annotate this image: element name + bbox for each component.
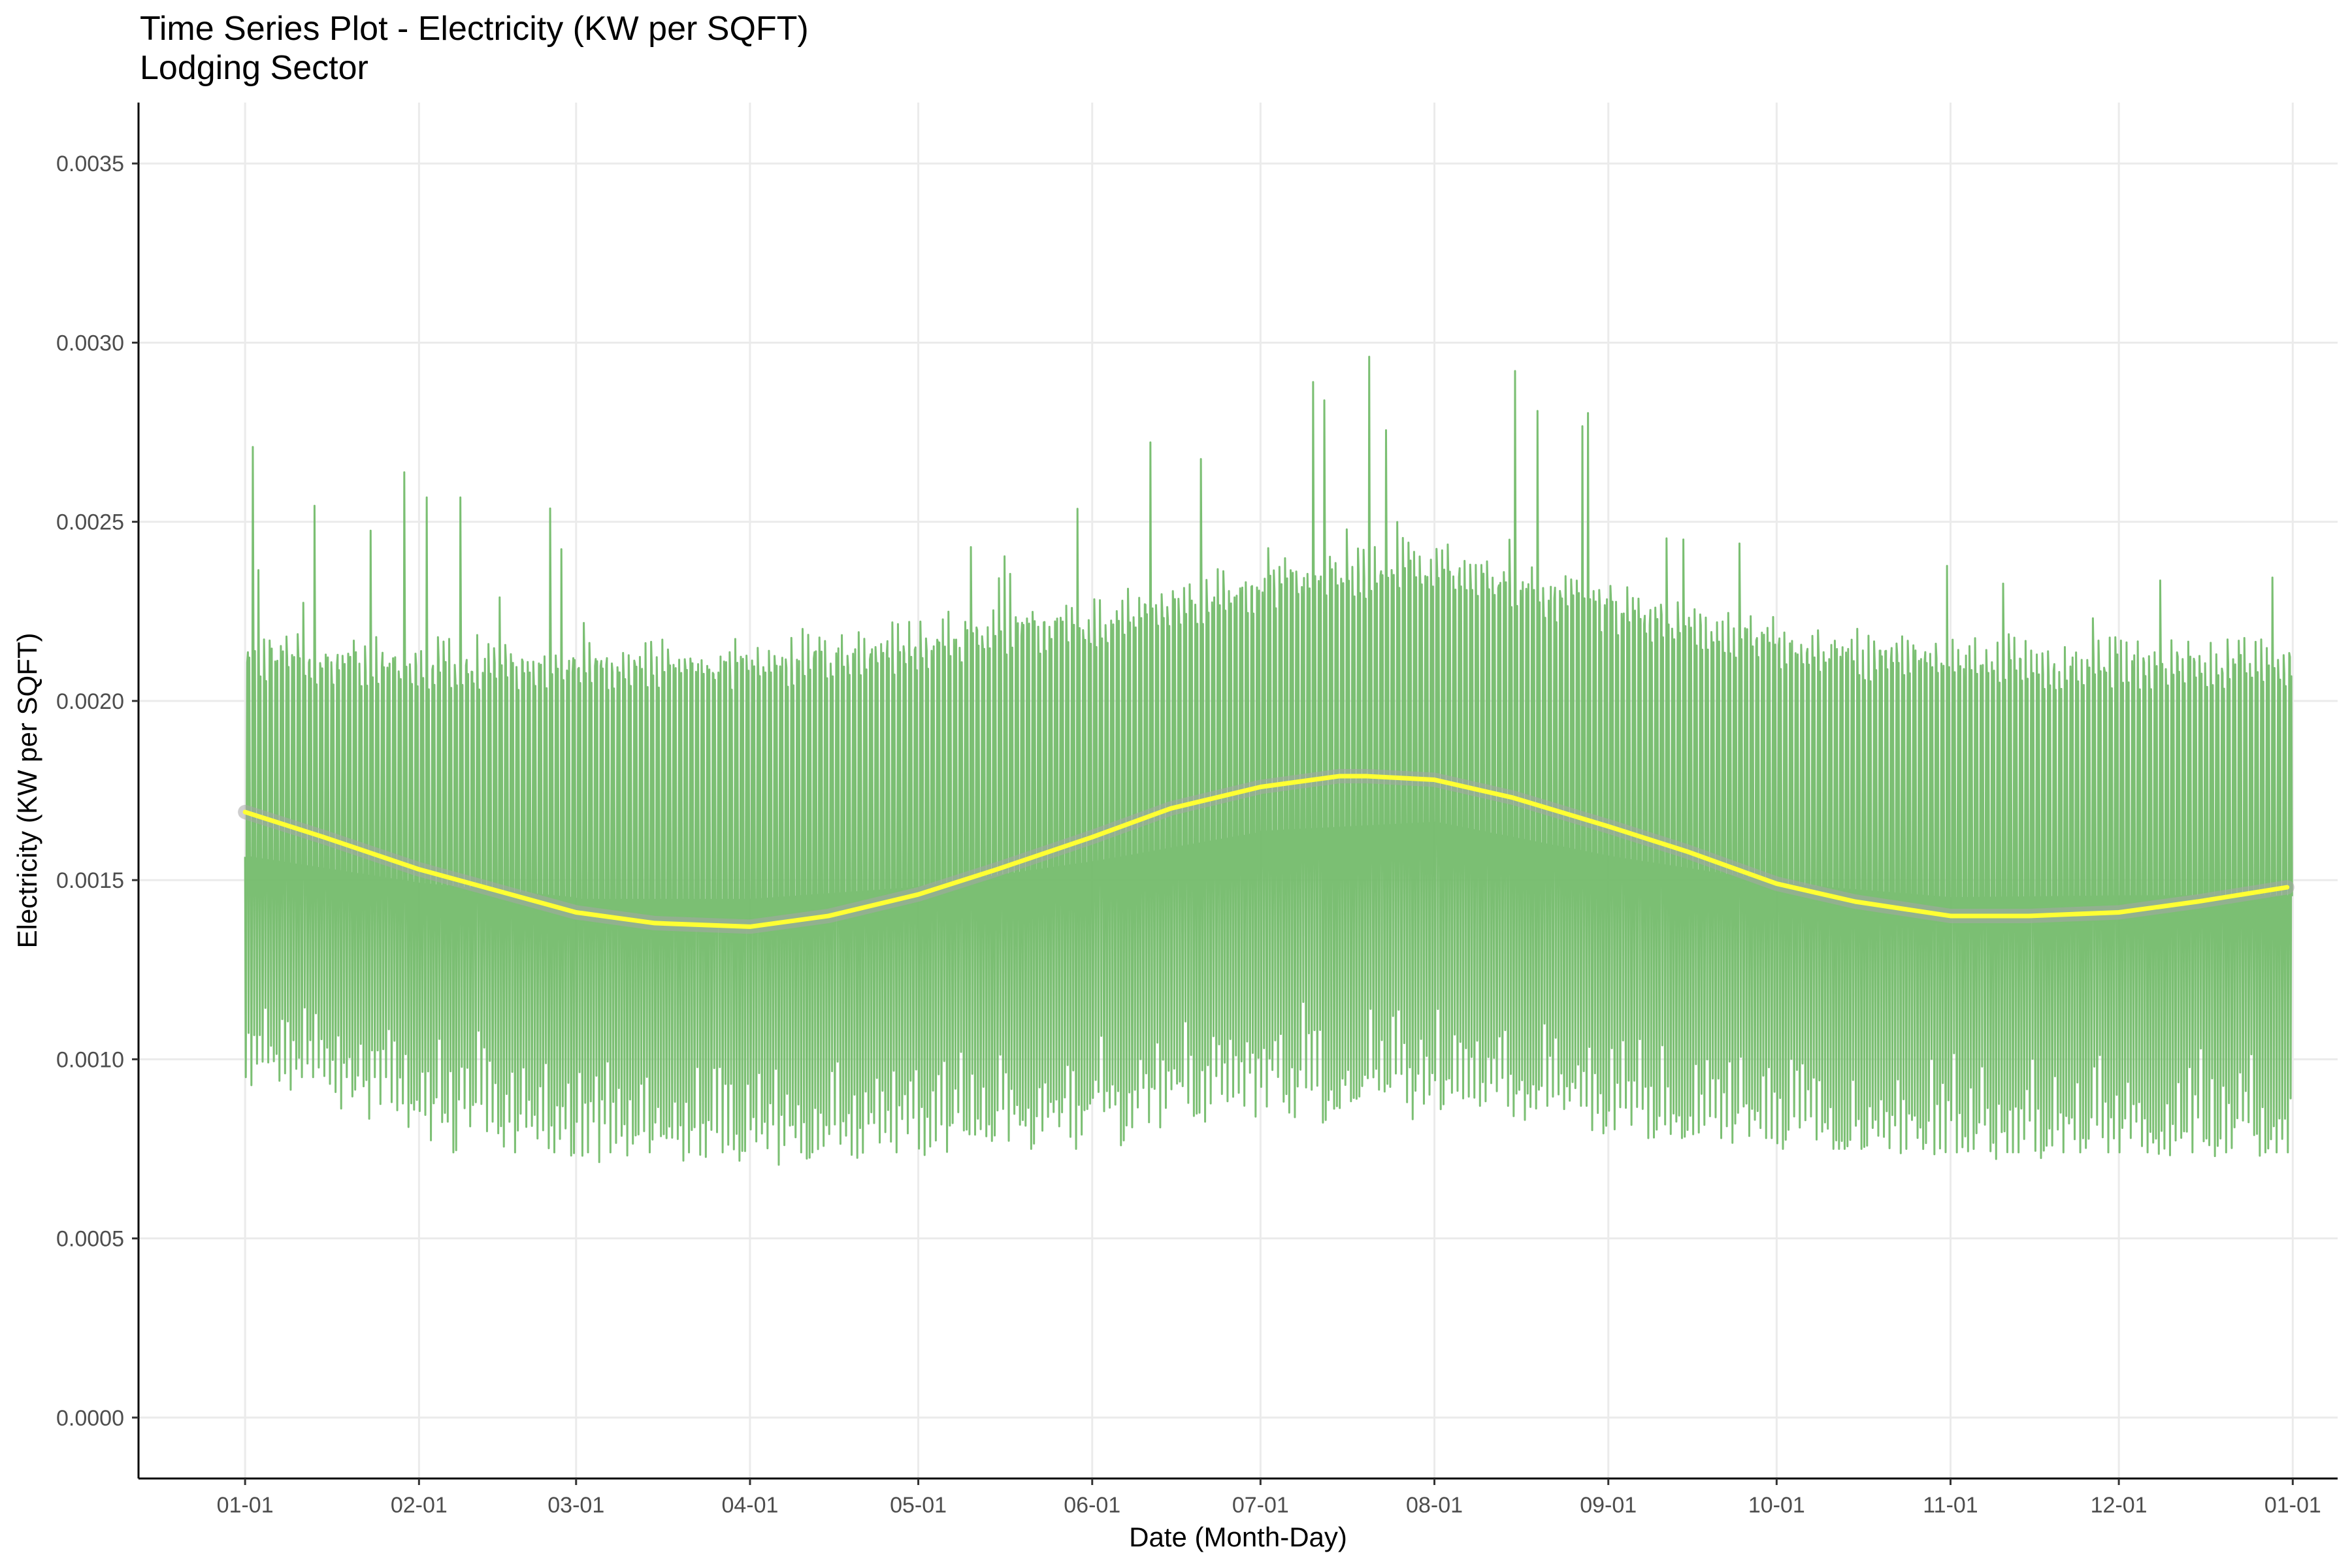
y-axis-title: Electricity (KW per SQFT) — [12, 632, 42, 948]
x-tick-label: 10-01 — [1748, 1493, 1805, 1518]
x-axis-title: Date (Month-Day) — [1129, 1522, 1347, 1552]
series-hourly-line — [244, 355, 2293, 1166]
x-tick-label: 11-01 — [1923, 1493, 1978, 1518]
chart-title: Time Series Plot - Electricity (KW per S… — [140, 10, 809, 48]
y-tick-label: 0.0025 — [56, 510, 124, 535]
y-tick-label: 0.0035 — [56, 152, 124, 176]
y-tick-label: 0.0020 — [56, 689, 124, 714]
y-tick-label: 0.0030 — [56, 331, 124, 355]
y-tick-label: 0.0015 — [56, 868, 124, 893]
chart-subtitle: Lodging Sector — [140, 49, 368, 87]
x-tick-label: 01-01 — [2264, 1493, 2321, 1518]
x-tick-label: 02-01 — [391, 1493, 448, 1518]
data-layer — [238, 355, 2295, 1166]
y-tick-label: 0.0010 — [56, 1047, 124, 1072]
x-tick-label: 01-01 — [217, 1493, 274, 1518]
x-tick-label: 07-01 — [1232, 1493, 1289, 1518]
y-tick-label: 0.0005 — [56, 1227, 124, 1252]
x-tick-label: 08-01 — [1406, 1493, 1463, 1518]
x-tick-label: 05-01 — [890, 1493, 947, 1518]
x-tick-label: 06-01 — [1064, 1493, 1120, 1518]
x-tick-label: 03-01 — [547, 1493, 604, 1518]
tick-labels: 0.0000 0.0005 0.0010 0.0015 0.0020 0.0025 0.00… — [56, 152, 2321, 1518]
series-trend-line — [242, 774, 2290, 929]
x-tick-label: 12-01 — [2091, 1493, 2148, 1518]
x-tick-label: 04-01 — [721, 1493, 778, 1518]
axes — [137, 103, 2338, 1480]
x-tick-label: 09-01 — [1580, 1493, 1637, 1518]
y-tick-label: 0.0000 — [56, 1406, 124, 1431]
